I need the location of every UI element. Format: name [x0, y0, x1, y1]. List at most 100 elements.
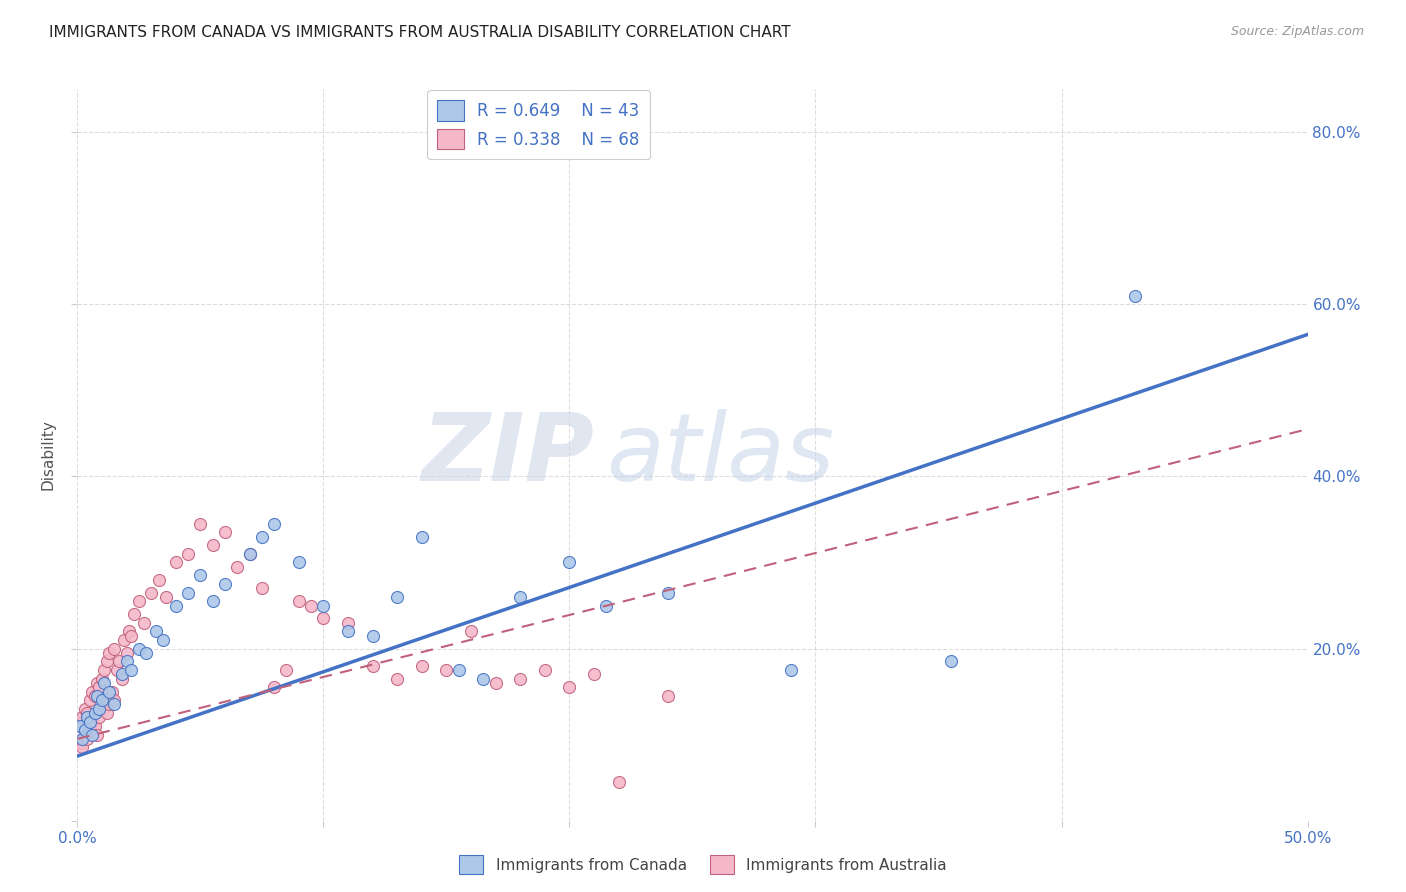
Point [122, 607, 145, 621]
Point [472, 672, 495, 686]
Point [96, 655, 118, 669]
Point [239, 547, 262, 561]
Point [657, 585, 679, 599]
Point [105, 663, 128, 677]
Point [83, 719, 105, 733]
Point [250, 582, 273, 596]
Point [111, 672, 132, 686]
Point [188, 568, 212, 582]
Point [103, 641, 125, 656]
Point [141, 585, 163, 599]
Point [337, 615, 360, 630]
Point [177, 547, 200, 561]
Point [76, 710, 98, 724]
Text: Source: ZipAtlas.com: Source: ZipAtlas.com [1230, 25, 1364, 38]
Point [115, 646, 138, 660]
Point [148, 573, 170, 587]
Point [103, 698, 125, 712]
Point [118, 624, 141, 639]
Point [76, 731, 98, 746]
Point [79, 693, 101, 707]
Point [780, 663, 803, 677]
Point [312, 611, 335, 625]
Text: atlas: atlas [606, 409, 835, 500]
Point [299, 599, 322, 613]
Point [111, 667, 132, 681]
Point [385, 672, 409, 686]
Point [288, 556, 311, 570]
Point [96, 706, 118, 720]
Point [411, 530, 433, 544]
Point [534, 663, 557, 677]
Point [250, 530, 273, 544]
Point [121, 629, 143, 643]
Legend: Immigrants from Canada, Immigrants from Australia: Immigrants from Canada, Immigrants from … [453, 849, 953, 880]
Point [509, 590, 531, 604]
Point [121, 663, 143, 677]
Point [86, 676, 108, 690]
Point [263, 680, 285, 694]
Point [90, 693, 114, 707]
Point [69, 736, 91, 750]
Point [98, 698, 121, 712]
Point [93, 676, 115, 690]
Point [93, 663, 115, 677]
Point [128, 641, 150, 656]
Point [595, 599, 617, 613]
Point [73, 702, 96, 716]
Point [152, 632, 174, 647]
Point [93, 693, 115, 707]
Point [214, 577, 236, 591]
Point [201, 594, 224, 608]
Point [101, 684, 124, 698]
Point [112, 632, 135, 647]
Point [201, 538, 224, 552]
Point [460, 624, 482, 639]
Point [155, 590, 177, 604]
Point [86, 689, 108, 703]
Point [83, 706, 105, 720]
Point [69, 714, 91, 729]
Y-axis label: Disability: Disability [41, 419, 56, 491]
Point [361, 658, 384, 673]
Point [447, 663, 470, 677]
Point [583, 667, 606, 681]
Point [128, 594, 150, 608]
Point [98, 684, 121, 698]
Point [337, 624, 360, 639]
Point [276, 663, 298, 677]
Text: ZIP: ZIP [422, 409, 595, 501]
Point [69, 719, 91, 733]
Point [607, 775, 630, 789]
Point [79, 714, 101, 729]
Point [89, 680, 111, 694]
Point [177, 585, 200, 599]
Point [263, 516, 285, 531]
Point [70, 731, 93, 746]
Point [188, 516, 212, 531]
Point [89, 710, 111, 724]
Point [485, 676, 508, 690]
Point [509, 672, 531, 686]
Point [103, 693, 125, 707]
Point [82, 684, 104, 698]
Point [82, 714, 104, 729]
Point [90, 672, 114, 686]
Point [132, 615, 155, 630]
Point [70, 740, 93, 755]
Point [79, 723, 101, 738]
Text: IMMIGRANTS FROM CANADA VS IMMIGRANTS FROM AUSTRALIA DISABILITY CORRELATION CHART: IMMIGRANTS FROM CANADA VS IMMIGRANTS FRO… [49, 25, 790, 40]
Point [657, 689, 679, 703]
Point [70, 710, 93, 724]
Point [385, 590, 409, 604]
Point [145, 624, 167, 639]
Point [82, 728, 104, 742]
Point [86, 728, 108, 742]
Point [73, 728, 96, 742]
Point [558, 556, 581, 570]
Point [361, 629, 384, 643]
Point [108, 655, 131, 669]
Point [411, 658, 433, 673]
Point [558, 680, 581, 694]
Point [288, 594, 311, 608]
